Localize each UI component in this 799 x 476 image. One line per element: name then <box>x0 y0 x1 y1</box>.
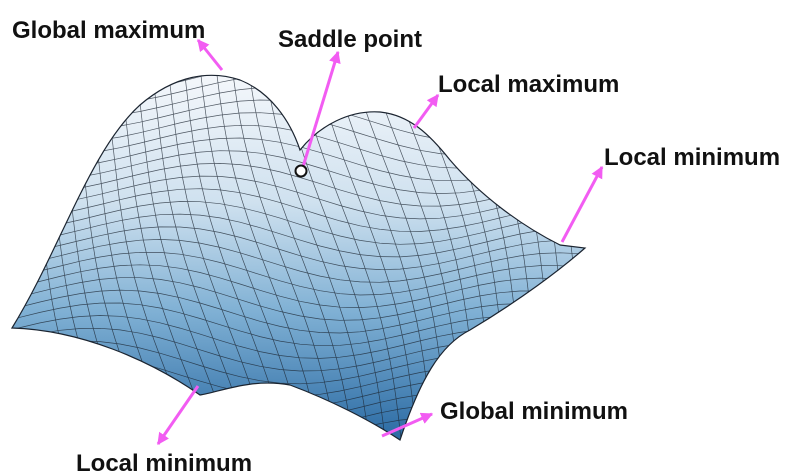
local-maximum-arrow <box>412 94 440 129</box>
global-minimum-arrow <box>381 412 434 438</box>
labels: Global maximum Saddle point Local maximu… <box>12 17 780 476</box>
local-maximum-label: Local maximum <box>438 71 619 98</box>
global-minimum-label: Global minimum <box>440 398 628 425</box>
mesh-line <box>314 75 420 440</box>
local-minimum-right-arrow <box>560 165 604 243</box>
mesh-line <box>12 264 585 308</box>
saddle-point-arrow <box>300 50 341 171</box>
mesh-line <box>12 188 585 232</box>
annotation-arrows <box>156 39 604 445</box>
mesh-line <box>263 75 372 440</box>
saddle-point-marker <box>294 164 308 178</box>
local-minimum-bottom-label: Local minimum <box>76 450 252 476</box>
mesh-line <box>12 201 585 245</box>
mesh-line <box>12 239 585 283</box>
local-minimum-right-label: Local minimum <box>604 144 780 171</box>
mesh-line <box>12 175 585 220</box>
surface-body <box>10 74 587 441</box>
local-minimum-bottom-arrow <box>156 385 200 445</box>
mesh-line <box>230 75 340 440</box>
mesh-line <box>247 75 356 440</box>
saddle-point-label: Saddle point <box>278 26 422 53</box>
mesh-line <box>12 277 585 321</box>
mesh-line <box>12 99 585 144</box>
mesh-line <box>12 226 585 270</box>
global-maximum-label: Global maximum <box>12 17 205 44</box>
global-maximum-arrow <box>196 39 224 71</box>
mesh-line <box>12 213 585 258</box>
mesh-line <box>12 251 585 296</box>
mesh-line <box>12 289 585 334</box>
